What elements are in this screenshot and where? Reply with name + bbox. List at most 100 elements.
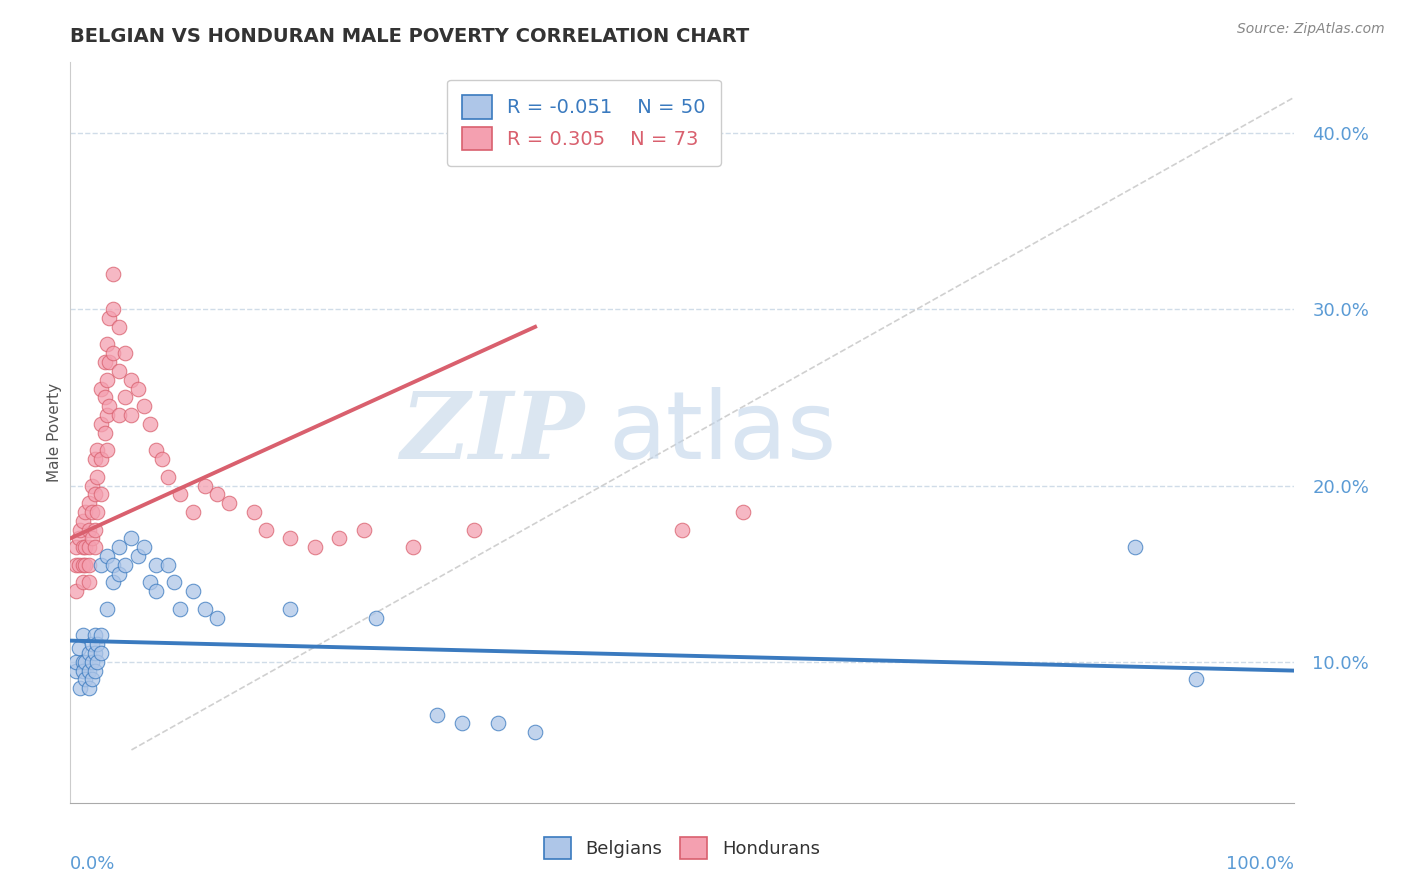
Point (127, 549, 149, 563)
Point (67, 558, 90, 572)
Point (150, 452, 173, 467)
Point (90, 558, 112, 572)
Point (82, 655, 104, 669)
Point (82, 505, 104, 519)
Point (67, 640, 90, 655)
Point (77, 540, 100, 554)
Point (65, 655, 87, 669)
Point (83, 628, 105, 642)
Point (463, 523, 485, 537)
Point (65, 584, 87, 599)
Point (524, 725, 547, 739)
Point (108, 319, 131, 334)
Point (73, 558, 96, 572)
Point (65, 540, 87, 554)
Point (90, 646, 112, 660)
Point (65, 664, 87, 678)
Text: Source: ZipAtlas.com: Source: ZipAtlas.com (1237, 22, 1385, 37)
Point (96, 373, 118, 387)
Point (1184, 673, 1206, 687)
Point (86, 637, 108, 651)
Point (139, 575, 162, 590)
Point (82, 673, 104, 687)
Point (72, 628, 94, 642)
Legend: Belgians, Hondurans: Belgians, Hondurans (534, 828, 830, 868)
Point (121, 532, 143, 546)
Point (121, 408, 143, 422)
Point (108, 540, 131, 554)
Point (98, 311, 121, 326)
Point (254, 523, 277, 537)
Point (671, 523, 693, 537)
Point (77, 523, 100, 537)
Point (205, 610, 228, 624)
Point (96, 337, 118, 351)
Point (402, 540, 425, 554)
Point (72, 575, 94, 590)
Point (83, 540, 105, 554)
Point (98, 399, 121, 413)
Point (77, 558, 100, 572)
Point (218, 496, 240, 510)
Point (108, 566, 131, 581)
Point (101, 558, 124, 572)
Point (733, 505, 755, 519)
Point (77, 681, 100, 696)
Point (101, 346, 124, 360)
Point (82, 532, 104, 546)
Point (86, 655, 108, 669)
Point (96, 443, 118, 458)
Point (96, 602, 118, 616)
Point (83, 523, 105, 537)
Point (304, 540, 326, 554)
Point (93, 355, 115, 369)
Point (93, 390, 115, 404)
Point (145, 584, 167, 599)
Point (101, 267, 124, 281)
Point (280, 602, 302, 616)
Point (90, 628, 112, 642)
Point (69, 523, 91, 537)
Point (101, 302, 124, 317)
Point (157, 558, 180, 572)
Point (77, 575, 100, 590)
Point (96, 549, 118, 563)
Text: ZIP: ZIP (399, 388, 583, 477)
Point (488, 716, 510, 731)
Point (181, 505, 204, 519)
Point (426, 707, 449, 722)
Point (83, 452, 105, 467)
Point (72, 655, 94, 669)
Point (169, 602, 191, 616)
Text: atlas: atlas (609, 386, 837, 479)
Point (114, 346, 136, 360)
Point (77, 664, 100, 678)
Point (77, 496, 100, 510)
Point (139, 417, 162, 431)
Point (108, 408, 131, 422)
Point (72, 558, 94, 572)
Point (67, 532, 90, 546)
Point (132, 399, 155, 413)
Point (73, 655, 96, 669)
Text: 0.0%: 0.0% (70, 855, 115, 872)
Point (86, 443, 108, 458)
Point (90, 487, 112, 501)
Point (65, 558, 87, 572)
Point (328, 532, 350, 546)
Point (194, 602, 217, 616)
Point (72, 664, 94, 678)
Point (90, 417, 112, 431)
Point (90, 382, 112, 396)
Point (96, 408, 118, 422)
Point (205, 487, 228, 501)
Point (69, 681, 91, 696)
Text: 100.0%: 100.0% (1226, 855, 1294, 872)
Point (145, 443, 167, 458)
Point (108, 364, 131, 378)
Point (73, 673, 96, 687)
Point (353, 523, 375, 537)
Point (73, 505, 96, 519)
Point (169, 487, 191, 501)
Point (280, 532, 302, 546)
